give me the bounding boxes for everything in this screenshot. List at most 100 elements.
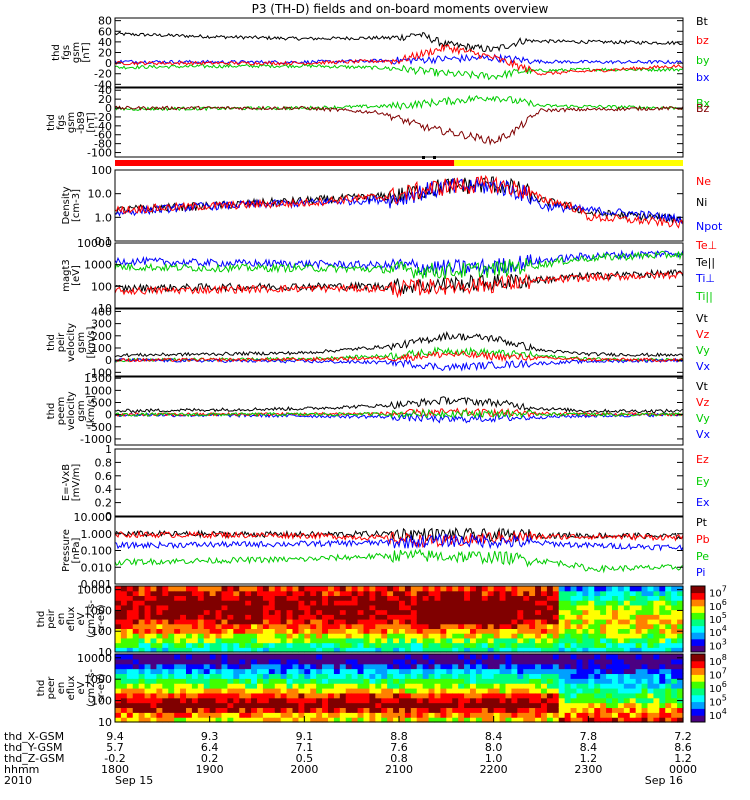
- spectrogram-cell: [262, 692, 270, 699]
- spectrogram-cell: [517, 614, 524, 620]
- spectrogram-cell: [304, 654, 311, 660]
- spectrogram-cell: [369, 702, 376, 709]
- spectrogram-cell: [576, 658, 584, 665]
- spectrogram-cell: [422, 654, 430, 660]
- spectrogram-cell: [458, 702, 465, 709]
- spectrogram-cell: [245, 586, 252, 592]
- spectrogram-cell: [612, 717, 619, 723]
- legend-entry: Vz: [696, 396, 710, 409]
- spectrogram-cell: [393, 623, 400, 630]
- spectrogram-cell: [416, 637, 424, 644]
- spectrogram-cell: [274, 688, 282, 694]
- spectrogram-cell: [647, 637, 655, 644]
- spectrogram-cell: [328, 683, 335, 689]
- colorbar-swatch: [691, 599, 705, 602]
- spectrogram-cell: [582, 604, 589, 611]
- spectrogram-cell: [677, 604, 684, 611]
- spectrogram-cell: [156, 707, 163, 713]
- spectrogram-cell: [174, 623, 181, 630]
- spectrogram-cell: [529, 668, 536, 675]
- spectrogram-cell: [239, 697, 246, 704]
- spectrogram-cell: [523, 673, 530, 679]
- spectrogram-cell: [221, 658, 229, 665]
- spectrogram-cell: [594, 595, 601, 601]
- spectrogram-cell: [115, 668, 122, 675]
- spectrogram-cell: [452, 702, 459, 709]
- spectrogram-cell: [517, 707, 524, 713]
- ylabel-line: eV: [76, 612, 87, 625]
- spectrogram-cell: [233, 623, 240, 630]
- spectrogram-cell: [351, 663, 359, 670]
- xtick-label: 0.5: [296, 752, 314, 765]
- spectrogram-cell: [286, 633, 294, 639]
- spectrogram-cell: [221, 628, 229, 634]
- spectrogram-cell: [635, 663, 643, 670]
- spectrogram-cell: [416, 697, 424, 704]
- spectrogram-cell: [393, 658, 400, 665]
- spectrogram-cell: [452, 678, 459, 684]
- spectrogram-cell: [481, 619, 489, 625]
- spectrogram-cell: [564, 647, 572, 653]
- spectrogram-cell: [440, 673, 447, 679]
- spectrogram-cell: [215, 614, 223, 620]
- spectrogram-cell: [209, 586, 217, 592]
- spectrogram-cell: [641, 609, 649, 615]
- spectrogram-cell: [132, 647, 140, 653]
- ytick-label: 0.1: [95, 235, 113, 248]
- spectrogram-cell: [174, 702, 181, 709]
- spectrogram-cell: [493, 654, 501, 660]
- spectrogram-cell: [221, 604, 229, 611]
- ytick-label: 500: [91, 397, 112, 410]
- spectrogram-cell: [558, 717, 566, 723]
- spectrogram-cell: [221, 619, 229, 625]
- spectrogram-cell: [286, 619, 294, 625]
- spectrogram-cell: [635, 628, 643, 634]
- spectrogram-cell: [115, 586, 122, 592]
- spectrogram-cell: [251, 688, 258, 694]
- spectrogram-cell: [623, 712, 631, 718]
- spectrogram-cell: [257, 692, 264, 699]
- spectrogram-cell: [434, 658, 442, 665]
- spectrogram-cell: [357, 604, 365, 611]
- spectrogram-cell: [186, 623, 193, 630]
- spectrogram-cell: [659, 692, 666, 699]
- spectrogram-cell: [262, 604, 270, 611]
- spectrogram-cell: [541, 586, 548, 592]
- spectrogram-cell: [357, 717, 365, 723]
- spectrogram-cell: [440, 688, 447, 694]
- spectrogram-cell: [617, 595, 625, 601]
- spectrogram-cell: [304, 628, 311, 634]
- spectrogram-cell: [333, 595, 341, 601]
- spectrogram-cell: [416, 654, 424, 660]
- spectrogram-cell: [328, 586, 335, 592]
- spectrogram-cell: [138, 683, 146, 689]
- spectrogram-cell: [511, 673, 518, 679]
- spectrogram-cell: [499, 637, 507, 644]
- spectrogram-cell: [629, 673, 637, 679]
- spectrogram-cell: [298, 637, 305, 644]
- spectrogram-cell: [150, 623, 158, 630]
- colorbar-swatch: [691, 642, 705, 645]
- ylabel-line: peem: [56, 397, 67, 425]
- spectrogram-cell: [138, 619, 146, 625]
- spectrogram-cell: [541, 590, 548, 597]
- spectrogram-cell: [523, 600, 530, 606]
- spectrogram-cell: [162, 663, 169, 670]
- spectrogram-cell: [292, 637, 300, 644]
- spectrogram-cell: [481, 628, 489, 634]
- spectrogram-cell: [268, 595, 276, 601]
- spectrogram-cell: [339, 717, 347, 723]
- spectrogram-cell: [671, 717, 678, 723]
- spectrogram-cell: [351, 600, 359, 606]
- spectrogram-cell: [375, 717, 382, 723]
- spectrogram-cell: [268, 692, 276, 699]
- spectrogram-cell: [280, 637, 288, 644]
- spectrogram-cell: [487, 590, 495, 597]
- spectrogram-cell: [180, 668, 187, 675]
- spectrogram-cell: [180, 692, 187, 699]
- spectrogram-cell: [617, 707, 625, 713]
- spectrogram-cell: [452, 668, 459, 675]
- spectrogram-cell: [606, 717, 613, 723]
- spectrogram-cell: [292, 663, 300, 670]
- spectrogram-cell: [168, 586, 175, 592]
